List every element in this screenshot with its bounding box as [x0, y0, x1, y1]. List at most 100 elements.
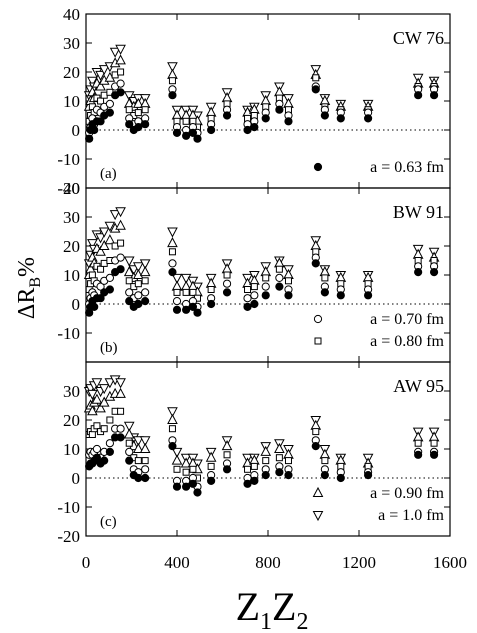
data-point: [134, 291, 143, 300]
data-point: [207, 299, 216, 309]
data-point: [139, 442, 151, 453]
data-point: [189, 288, 197, 296]
data-point: [104, 221, 116, 232]
data-point: [96, 117, 105, 126]
data-point: [250, 476, 259, 485]
data-point: [115, 207, 126, 218]
data-point: [95, 80, 106, 91]
data-point: [182, 117, 190, 125]
y-tick-label: 40: [63, 5, 80, 24]
data-point: [168, 91, 177, 100]
data-point: [336, 291, 345, 300]
data-point: [125, 439, 133, 447]
data-point: [284, 117, 293, 126]
data-point: [250, 299, 259, 309]
data-point: [116, 265, 125, 274]
data-point: [173, 465, 181, 473]
data-point: [171, 447, 183, 458]
series-open-circle: [85, 424, 439, 491]
data-point: [95, 245, 106, 256]
data-point: [261, 282, 270, 291]
data-point: [283, 268, 294, 279]
data-point: [123, 421, 135, 432]
y-tick-label: -10: [57, 324, 80, 343]
data-point: [260, 94, 272, 105]
data-point: [105, 99, 114, 109]
data-point: [364, 291, 373, 300]
data-point: [141, 106, 149, 114]
data-point: [336, 114, 345, 123]
panel-b: -10 0 10 20 30 40 BW 91 (b) a = 0.70 fm a = 0.80 …: [57, 179, 451, 363]
data-point: [364, 471, 373, 480]
data-point: [125, 456, 134, 465]
data-point: [105, 108, 114, 117]
data-point: [430, 439, 438, 447]
data-point: [320, 111, 329, 120]
data-point: [85, 134, 94, 143]
data-point: [97, 265, 105, 273]
data-point: [123, 266, 135, 277]
data-point: [116, 88, 125, 97]
data-point: [188, 479, 198, 488]
y-tick-label: 30: [63, 382, 80, 401]
data-point: [125, 106, 133, 114]
data-point: [311, 442, 320, 451]
data-point: [168, 259, 177, 268]
data-point: [87, 405, 98, 416]
y-axis-label: ΔRB%: [14, 257, 44, 319]
data-point: [134, 473, 143, 483]
data-point: [95, 70, 106, 81]
data-point: [207, 476, 216, 485]
data-point: [93, 422, 101, 430]
data-point: [414, 450, 423, 459]
data-point: [222, 279, 232, 288]
x-tick-label: 1200: [342, 553, 376, 572]
y-tick-label: 0: [72, 469, 81, 488]
data-point: [109, 47, 121, 58]
data-point: [182, 482, 191, 491]
series-open-square: [85, 407, 438, 482]
data-point: [321, 457, 329, 465]
data-point: [87, 76, 98, 87]
data-point: [319, 448, 331, 459]
data-point: [321, 274, 329, 282]
data-point: [115, 44, 126, 55]
data-point: [91, 378, 103, 389]
data-point: [189, 465, 197, 473]
x-tick-label: 400: [164, 553, 190, 572]
data-point: [92, 453, 102, 462]
data-point: [88, 271, 96, 279]
data-point: [167, 227, 178, 238]
data-point: [125, 288, 134, 297]
data-point: [262, 457, 270, 465]
series-filled-circle: [85, 433, 439, 497]
data-point: [125, 297, 134, 306]
data-point: [261, 114, 270, 123]
data-point: [250, 291, 259, 300]
data-point: [429, 268, 439, 277]
data-point: [412, 248, 424, 259]
legend-marker: [313, 162, 323, 172]
data-point: [115, 54, 126, 65]
data-point: [275, 282, 284, 291]
data-point: [167, 237, 178, 248]
data-point: [205, 106, 217, 117]
series-open-square: [85, 239, 438, 302]
data-point: [221, 92, 233, 103]
y-tick-label: -20: [57, 527, 80, 546]
data-point: [168, 425, 176, 433]
data-point: [414, 268, 423, 277]
legend-label: a = 0.90 fm: [370, 485, 444, 502]
data-point: [274, 86, 285, 97]
panel-title: BW 91: [393, 202, 444, 222]
data-point: [96, 282, 105, 291]
data-point: [283, 448, 294, 459]
data-point: [105, 447, 114, 456]
data-point: [141, 277, 149, 285]
data-point: [311, 259, 320, 268]
data-point: [223, 271, 231, 279]
panel-title: AW 95: [393, 376, 444, 396]
data-point: [168, 268, 177, 277]
series-open-triangle-up: [83, 219, 440, 297]
data-point: [139, 259, 151, 270]
